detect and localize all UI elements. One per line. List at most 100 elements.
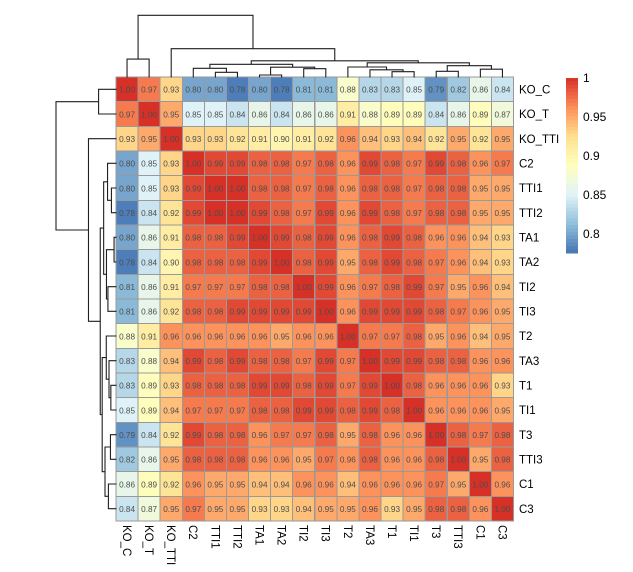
svg-text:0.99: 0.99	[362, 209, 378, 218]
svg-text:0.98: 0.98	[207, 456, 223, 465]
svg-text:0.96: 0.96	[472, 308, 488, 317]
svg-text:0.96: 0.96	[384, 431, 400, 440]
svg-text:0.82: 0.82	[450, 86, 466, 95]
svg-text:0.96: 0.96	[318, 332, 334, 341]
svg-text:0.99: 0.99	[274, 308, 290, 317]
svg-text:0.86: 0.86	[450, 110, 466, 119]
svg-text:0.99: 0.99	[406, 283, 422, 292]
svg-text:0.85: 0.85	[141, 160, 157, 169]
svg-text:0.98: 0.98	[252, 406, 268, 415]
svg-text:0.98: 0.98	[207, 234, 223, 243]
svg-text:0.97: 0.97	[185, 283, 201, 292]
svg-text:0.89: 0.89	[384, 110, 400, 119]
svg-text:0.83: 0.83	[384, 86, 400, 95]
svg-text:0.96: 0.96	[252, 332, 268, 341]
svg-text:0.93: 0.93	[185, 135, 201, 144]
svg-text:0.85: 0.85	[141, 184, 157, 193]
svg-text:0.96: 0.96	[340, 456, 356, 465]
svg-text:0.98: 0.98	[362, 234, 378, 243]
svg-text:0.97: 0.97	[362, 332, 378, 341]
svg-text:0.97: 0.97	[296, 357, 312, 366]
svg-text:0.92: 0.92	[428, 135, 444, 144]
svg-text:0.88: 0.88	[141, 357, 157, 366]
svg-text:0.95: 0.95	[163, 505, 179, 514]
svg-text:0.96: 0.96	[450, 258, 466, 267]
svg-text:0.96: 0.96	[406, 456, 422, 465]
svg-text:0.96: 0.96	[472, 505, 488, 514]
svg-text:0.95: 0.95	[340, 258, 356, 267]
svg-text:0.98: 0.98	[207, 431, 223, 440]
svg-text:0.99: 0.99	[296, 308, 312, 317]
svg-text:0.91: 0.91	[252, 135, 268, 144]
svg-text:0.86: 0.86	[119, 480, 135, 489]
svg-text:0.83: 0.83	[362, 86, 378, 95]
svg-text:0.96: 0.96	[494, 480, 510, 489]
svg-text:0.88: 0.88	[119, 332, 135, 341]
svg-text:0.96: 0.96	[163, 332, 179, 341]
svg-text:0.95: 0.95	[229, 505, 245, 514]
svg-text:0.86: 0.86	[252, 110, 268, 119]
svg-text:0.85: 0.85	[583, 188, 607, 202]
svg-text:0.97: 0.97	[362, 283, 378, 292]
svg-text:0.85: 0.85	[207, 110, 223, 119]
svg-text:1.00: 1.00	[362, 357, 378, 366]
svg-text:0.98: 0.98	[494, 456, 510, 465]
svg-text:TA1: TA1	[519, 232, 539, 244]
svg-text:0.98: 0.98	[450, 431, 466, 440]
svg-text:1.00: 1.00	[340, 332, 356, 341]
svg-text:C3: C3	[495, 525, 507, 540]
svg-text:0.97: 0.97	[141, 86, 157, 95]
svg-text:0.96: 0.96	[472, 382, 488, 391]
svg-text:0.93: 0.93	[119, 135, 135, 144]
svg-text:0.97: 0.97	[406, 160, 422, 169]
svg-text:0.99: 0.99	[384, 357, 400, 366]
svg-text:0.98: 0.98	[274, 184, 290, 193]
svg-text:0.99: 0.99	[252, 209, 268, 218]
svg-text:0.99: 0.99	[318, 258, 334, 267]
svg-text:0.86: 0.86	[472, 86, 488, 95]
svg-text:0.95: 0.95	[207, 505, 223, 514]
svg-text:0.95: 0.95	[318, 505, 334, 514]
svg-text:0.97: 0.97	[185, 505, 201, 514]
svg-text:0.78: 0.78	[119, 258, 135, 267]
svg-text:0.96: 0.96	[229, 332, 245, 341]
svg-text:0.96: 0.96	[340, 160, 356, 169]
svg-text:0.98: 0.98	[274, 357, 290, 366]
svg-text:0.94: 0.94	[163, 406, 179, 415]
svg-text:0.98: 0.98	[185, 456, 201, 465]
svg-text:TTI3: TTI3	[451, 525, 463, 549]
svg-text:KO_TTI: KO_TTI	[519, 134, 559, 146]
svg-text:C2: C2	[519, 158, 534, 170]
svg-text:0.94: 0.94	[362, 135, 378, 144]
svg-text:0.99: 0.99	[406, 308, 422, 317]
svg-text:TI3: TI3	[519, 306, 536, 318]
svg-text:0.78: 0.78	[119, 209, 135, 218]
svg-text:0.99: 0.99	[185, 184, 201, 193]
svg-text:0.89: 0.89	[141, 480, 157, 489]
svg-text:0.84: 0.84	[141, 258, 157, 267]
svg-text:0.98: 0.98	[252, 283, 268, 292]
svg-text:0.97: 0.97	[229, 283, 245, 292]
svg-text:0.97: 0.97	[207, 283, 223, 292]
svg-text:0.83: 0.83	[119, 382, 135, 391]
svg-text:0.84: 0.84	[141, 431, 157, 440]
svg-text:0.97: 0.97	[185, 406, 201, 415]
svg-text:0.98: 0.98	[384, 209, 400, 218]
svg-text:0.99: 0.99	[252, 308, 268, 317]
svg-text:0.88: 0.88	[340, 86, 356, 95]
svg-text:0.98: 0.98	[362, 431, 378, 440]
svg-text:0.86: 0.86	[141, 234, 157, 243]
svg-text:0.95: 0.95	[163, 456, 179, 465]
svg-text:0.99: 0.99	[318, 382, 334, 391]
svg-text:0.91: 0.91	[163, 283, 179, 292]
svg-text:0.93: 0.93	[274, 505, 290, 514]
svg-text:0.97: 0.97	[274, 431, 290, 440]
svg-text:0.80: 0.80	[207, 86, 223, 95]
svg-text:0.96: 0.96	[318, 480, 334, 489]
svg-text:0.99: 0.99	[428, 160, 444, 169]
svg-text:0.93: 0.93	[494, 382, 510, 391]
svg-text:0.98: 0.98	[406, 234, 422, 243]
svg-text:0.86: 0.86	[141, 308, 157, 317]
svg-text:0.83: 0.83	[119, 357, 135, 366]
svg-text:0.99: 0.99	[229, 234, 245, 243]
